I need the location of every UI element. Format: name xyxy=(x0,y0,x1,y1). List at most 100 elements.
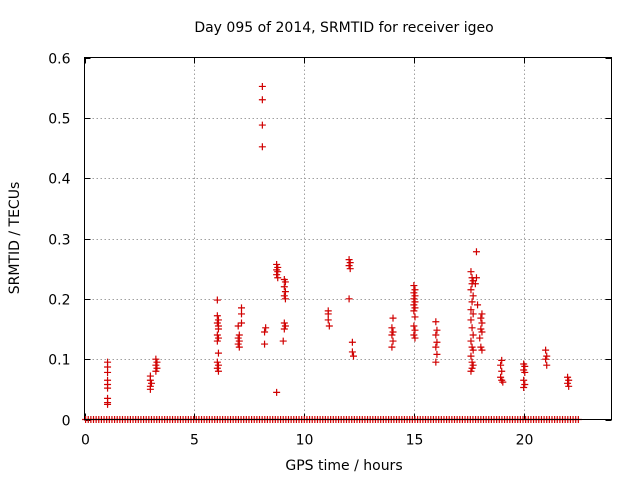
data-point xyxy=(467,316,475,324)
data-point xyxy=(281,288,289,296)
data-point xyxy=(521,381,529,389)
data-point xyxy=(477,314,485,322)
data-point xyxy=(432,358,440,366)
data-point xyxy=(280,283,288,291)
data-point xyxy=(478,319,486,327)
data-point xyxy=(214,316,222,324)
data-point xyxy=(520,384,528,392)
data-point xyxy=(348,338,356,346)
data-point xyxy=(410,322,418,330)
data-point xyxy=(152,361,160,369)
data-point xyxy=(324,310,332,318)
data-point xyxy=(477,343,485,351)
data-point xyxy=(213,319,221,327)
data-point xyxy=(467,337,475,345)
data-point xyxy=(411,313,419,321)
data-point xyxy=(469,310,477,318)
data-point xyxy=(468,358,476,366)
data-point xyxy=(214,361,222,369)
data-point xyxy=(432,343,440,351)
data-point xyxy=(411,286,419,294)
data-point xyxy=(471,280,479,288)
data-point xyxy=(235,337,243,345)
data-point xyxy=(325,322,333,330)
axis-ticks: 0 0.1 0.2 0.3 0.4 0.5 0.6 0 5 10 15 20 xyxy=(48,52,612,449)
y-tick-label: 0.6 xyxy=(48,52,70,68)
data-point xyxy=(346,265,354,273)
data-point xyxy=(389,337,397,345)
data-point xyxy=(564,379,572,387)
data-point xyxy=(497,373,505,381)
data-point xyxy=(213,337,221,345)
grid-lines xyxy=(84,57,612,420)
data-point xyxy=(261,328,269,336)
data-point xyxy=(474,301,482,309)
data-point xyxy=(238,310,246,318)
data-point xyxy=(468,343,476,351)
data-point xyxy=(235,343,243,351)
data-point xyxy=(521,362,529,370)
x-tick-label: 5 xyxy=(190,433,199,449)
data-point xyxy=(468,364,476,372)
data-point xyxy=(410,331,418,339)
data-point xyxy=(478,346,486,354)
data-point xyxy=(235,331,243,339)
data-point xyxy=(469,331,477,339)
plot-frame xyxy=(84,57,612,420)
data-point xyxy=(565,376,573,384)
data-point xyxy=(273,388,281,396)
data-point xyxy=(234,334,242,342)
data-point xyxy=(411,298,419,306)
y-tick-label: 0.1 xyxy=(48,353,70,369)
y-tick-label: 0.3 xyxy=(48,233,70,249)
data-point xyxy=(258,143,266,151)
data-point xyxy=(213,364,221,372)
data-point xyxy=(388,324,396,332)
data-point xyxy=(324,316,332,324)
chart-title: Day 095 of 2014, SRMTID for receiver ige… xyxy=(194,20,493,36)
data-point xyxy=(411,334,419,342)
data-point xyxy=(411,292,419,300)
data-point xyxy=(478,328,486,336)
data-point xyxy=(152,367,160,375)
data-point xyxy=(213,331,221,339)
data-point xyxy=(213,296,221,304)
data-point xyxy=(478,310,486,318)
data-point xyxy=(214,325,222,333)
data-point xyxy=(281,295,289,303)
data-point xyxy=(410,307,418,315)
data-point xyxy=(411,304,419,312)
data-point xyxy=(258,96,266,104)
data-point xyxy=(498,367,506,375)
data-point xyxy=(476,334,484,342)
y-axis-label: SRMTID / TECUs xyxy=(7,182,23,295)
data-point xyxy=(389,314,397,322)
data-point xyxy=(274,274,282,282)
data-point xyxy=(433,350,441,358)
data-point xyxy=(345,295,353,303)
x-tick-label: 0 xyxy=(81,433,90,449)
data-point xyxy=(564,373,572,381)
data-point xyxy=(432,318,440,326)
data-point xyxy=(472,248,480,256)
data-point xyxy=(348,348,356,356)
data-point xyxy=(472,274,480,282)
y-tick-label: 0.4 xyxy=(48,172,70,188)
data-point xyxy=(279,337,287,345)
data-point xyxy=(238,304,246,312)
data-point xyxy=(411,326,419,334)
data-point xyxy=(273,271,281,279)
x-tick-label: 15 xyxy=(406,433,424,449)
data-point xyxy=(521,368,529,376)
data-point xyxy=(349,352,357,360)
x-tick-label: 20 xyxy=(516,433,534,449)
data-point xyxy=(467,268,475,276)
data-point xyxy=(467,286,475,294)
data-point xyxy=(238,319,246,327)
data-point xyxy=(280,325,288,333)
x-axis-label: GPS time / hours xyxy=(285,458,402,474)
data-point xyxy=(153,364,161,372)
data-point xyxy=(213,312,221,320)
data-point xyxy=(433,326,441,334)
data-point xyxy=(146,385,154,393)
